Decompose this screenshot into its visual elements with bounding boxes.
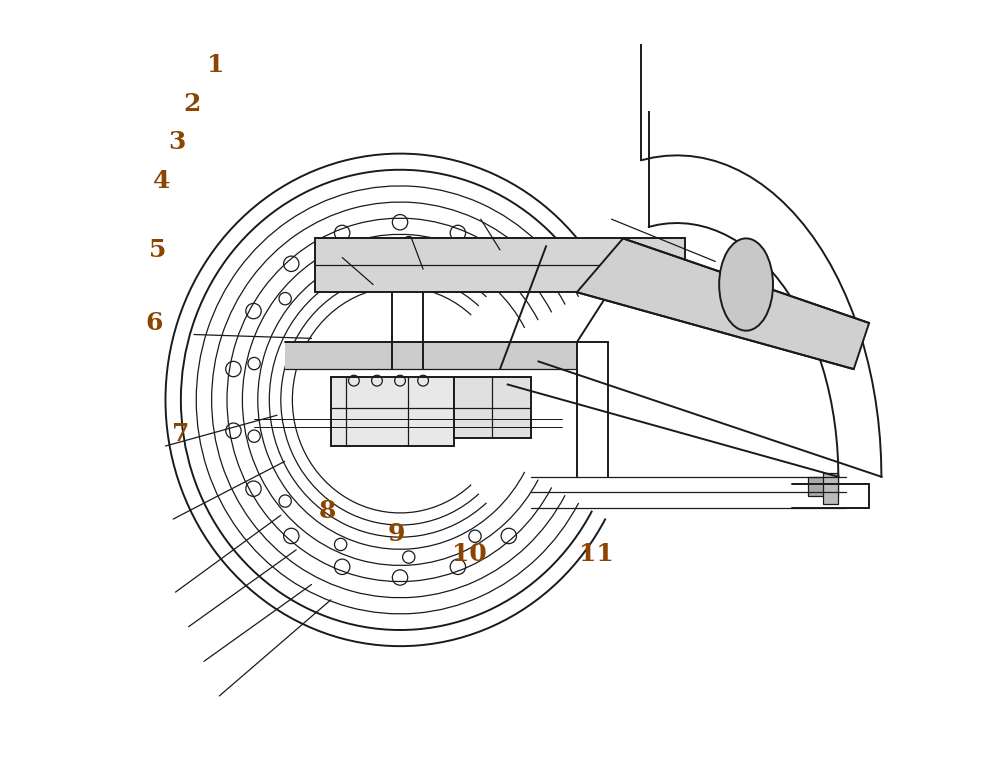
Text: 4: 4: [153, 168, 170, 193]
Bar: [808, 477, 838, 496]
Text: 9: 9: [387, 522, 405, 547]
FancyBboxPatch shape: [331, 377, 454, 446]
Text: 8: 8: [318, 499, 336, 524]
Bar: [823, 473, 838, 504]
Text: 1: 1: [207, 53, 224, 78]
Polygon shape: [577, 238, 869, 369]
Text: 7: 7: [172, 422, 190, 447]
Ellipse shape: [719, 238, 773, 331]
FancyBboxPatch shape: [454, 377, 531, 438]
Text: 6: 6: [145, 311, 163, 335]
FancyBboxPatch shape: [315, 238, 685, 292]
Text: 5: 5: [149, 238, 166, 262]
Text: 3: 3: [168, 130, 186, 155]
Text: 2: 2: [184, 92, 201, 116]
Text: 11: 11: [579, 541, 614, 566]
Text: 10: 10: [452, 541, 487, 566]
